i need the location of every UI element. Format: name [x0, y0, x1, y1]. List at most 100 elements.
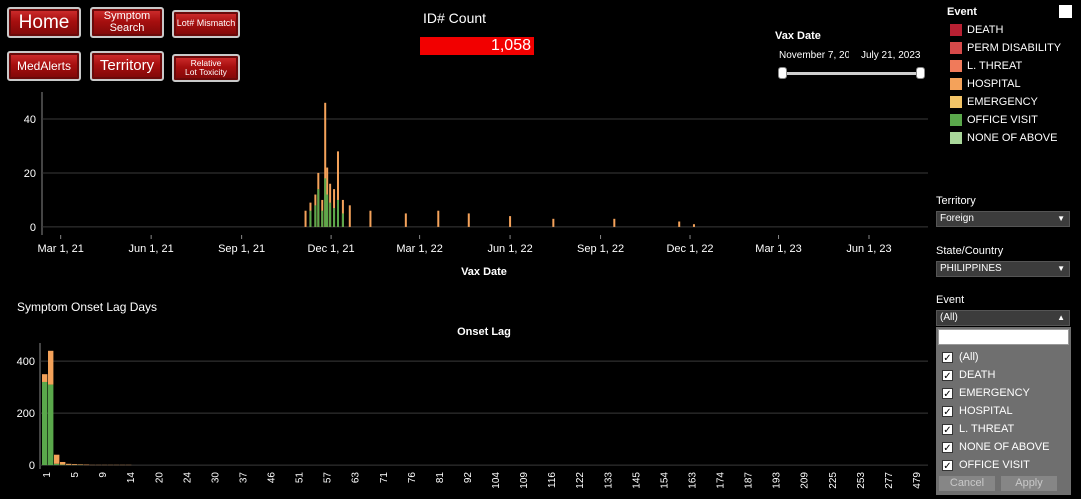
x-tick-label: 51 — [295, 472, 306, 484]
legend-title: Event — [947, 6, 977, 18]
y-tick-label: 400 — [17, 356, 35, 368]
legend-item-office-visit[interactable]: OFFICE VISIT — [950, 113, 1038, 127]
x-tick-label: 37 — [238, 472, 249, 484]
apply-button[interactable]: Apply — [1001, 476, 1057, 491]
legend-item-l-threat[interactable]: L. THREAT — [950, 59, 1022, 73]
event-select[interactable]: (All) ▲ — [936, 310, 1070, 326]
x-tick-label: 479 — [912, 472, 923, 489]
x-tick-label: Sep 1, 21 — [218, 243, 265, 255]
x-tick-label: Mar 1, 21 — [37, 243, 83, 255]
legend-swatch — [950, 42, 962, 54]
x-tick-label: 122 — [575, 472, 586, 489]
bar-hospital — [72, 464, 78, 465]
bar-hospital — [437, 210, 440, 227]
legend-swatch — [950, 78, 962, 90]
x-tick-label: 20 — [154, 472, 165, 484]
territory-button[interactable]: Territory — [90, 51, 164, 81]
x-tick-label: 277 — [884, 472, 895, 489]
event-option-label: DEATH — [959, 369, 996, 381]
checkbox-checked-icon[interactable]: ✓ — [942, 369, 953, 382]
legend-item-death[interactable]: DEATH — [950, 23, 1003, 37]
event-option-all[interactable]: ✓ (All) — [942, 350, 979, 364]
bar-hospital — [304, 210, 307, 227]
x-tick-label: 76 — [407, 472, 418, 484]
territory-filter-label: Territory — [936, 195, 976, 207]
bar-office-visit — [326, 194, 329, 227]
event-dropdown-search-input[interactable] — [938, 329, 1069, 345]
x-tick-label: 145 — [631, 472, 642, 489]
bar-office-visit — [333, 208, 336, 227]
event-option-label: (All) — [959, 351, 979, 363]
event-filter-label: Event — [936, 294, 965, 306]
checkbox-checked-icon[interactable]: ✓ — [942, 405, 953, 418]
cancel-button[interactable]: Cancel — [939, 476, 995, 491]
bar-hospital — [54, 454, 60, 464]
x-tick-label: 104 — [491, 472, 502, 489]
x-tick-label: 109 — [519, 472, 530, 489]
legend-toggle-box[interactable] — [1059, 5, 1072, 18]
bar-office-visit — [321, 210, 324, 227]
legend-item-hospital[interactable]: HOSPITAL — [950, 77, 1021, 91]
chevron-down-icon: ▼ — [1057, 214, 1065, 223]
x-tick-label: 71 — [379, 472, 390, 484]
x-tick-label: 92 — [463, 472, 474, 484]
event-option-hospital[interactable]: ✓ HOSPITAL — [942, 404, 1013, 418]
count-value: 1,058 — [420, 37, 534, 55]
checkbox-checked-icon[interactable]: ✓ — [942, 459, 953, 472]
legend-label: DEATH — [967, 24, 1004, 36]
x-tick-label: 24 — [182, 472, 193, 484]
checkbox-checked-icon[interactable]: ✓ — [942, 351, 953, 364]
state-country-select[interactable]: PHILIPPINES ▼ — [936, 261, 1070, 277]
medalerts-button[interactable]: MedAlerts — [7, 51, 81, 81]
legend-swatch — [950, 24, 962, 36]
vax-date-slider-handle-end[interactable] — [916, 67, 925, 79]
event-option-death[interactable]: ✓ DEATH — [942, 368, 995, 382]
legend-label: NONE OF ABOVE — [967, 132, 1058, 144]
x-tick-label: 187 — [744, 472, 755, 489]
state-country-filter-label: State/Country — [936, 245, 1004, 257]
checkbox-checked-icon[interactable]: ✓ — [942, 423, 953, 436]
event-option-none-of-above[interactable]: ✓ NONE OF ABOVE — [942, 440, 1049, 454]
x-tick-label: Dec 1, 21 — [308, 243, 355, 255]
count-title: ID# Count — [423, 10, 487, 26]
legend-item-emergency[interactable]: EMERGENCY — [950, 95, 1038, 109]
bar-hospital — [336, 151, 339, 227]
lot-mismatch-button[interactable]: Lot# Mismatch — [172, 10, 240, 38]
legend-label: OFFICE VISIT — [967, 114, 1038, 126]
bar-hospital — [613, 218, 616, 227]
event-option-l-threat[interactable]: ✓ L. THREAT — [942, 422, 1014, 436]
territory-select-value: Foreign — [940, 213, 974, 224]
bar-hospital — [369, 210, 372, 227]
checkbox-checked-icon[interactable]: ✓ — [942, 441, 953, 454]
legend-swatch — [950, 132, 962, 144]
x-tick-label: 81 — [435, 472, 446, 484]
symptom-search-button[interactable]: Symptom Search — [90, 7, 164, 38]
bar-office-visit — [42, 381, 48, 466]
x-tick-label: 174 — [716, 472, 727, 489]
event-option-label: EMERGENCY — [959, 387, 1030, 399]
x-tick-label: Dec 1, 22 — [666, 243, 713, 255]
x-tick-label: Jun 1, 22 — [487, 243, 532, 255]
home-button[interactable]: Home — [7, 7, 81, 38]
territory-select[interactable]: Foreign ▼ — [936, 211, 1070, 227]
bar-hospital — [84, 464, 90, 466]
event-option-label: L. THREAT — [959, 423, 1015, 435]
event-dropdown-panel: ✓ (All) ✓ DEATH ✓ EMERGENCY ✓ HOSPITAL ✓ L. T… — [936, 327, 1071, 495]
vax-date-slider-track[interactable] — [783, 72, 921, 75]
bar-hospital — [552, 218, 555, 227]
bar-hospital — [348, 205, 351, 227]
chevron-down-icon: ▼ — [1057, 264, 1065, 273]
vax-date-slider-handle-start[interactable] — [778, 67, 787, 79]
event-option-emergency[interactable]: ✓ EMERGENCY — [942, 386, 1030, 400]
x-tick-label: 63 — [351, 472, 362, 484]
legend-item-none-of-above[interactable]: NONE OF ABOVE — [950, 131, 1057, 145]
chart-title: Onset Lag — [457, 326, 511, 338]
bar-hospital — [42, 374, 48, 382]
legend-item-perm-disability[interactable]: PERM DISABILITY — [950, 41, 1061, 55]
event-option-office-visit[interactable]: ✓ OFFICE VISIT — [942, 458, 1030, 472]
relative-lot-toxicity-button[interactable]: Relative Lot Toxicity — [172, 54, 240, 82]
bar-hospital — [48, 350, 54, 385]
bar-office-visit — [324, 178, 327, 227]
checkbox-checked-icon[interactable]: ✓ — [942, 387, 953, 400]
legend-swatch — [950, 114, 962, 126]
